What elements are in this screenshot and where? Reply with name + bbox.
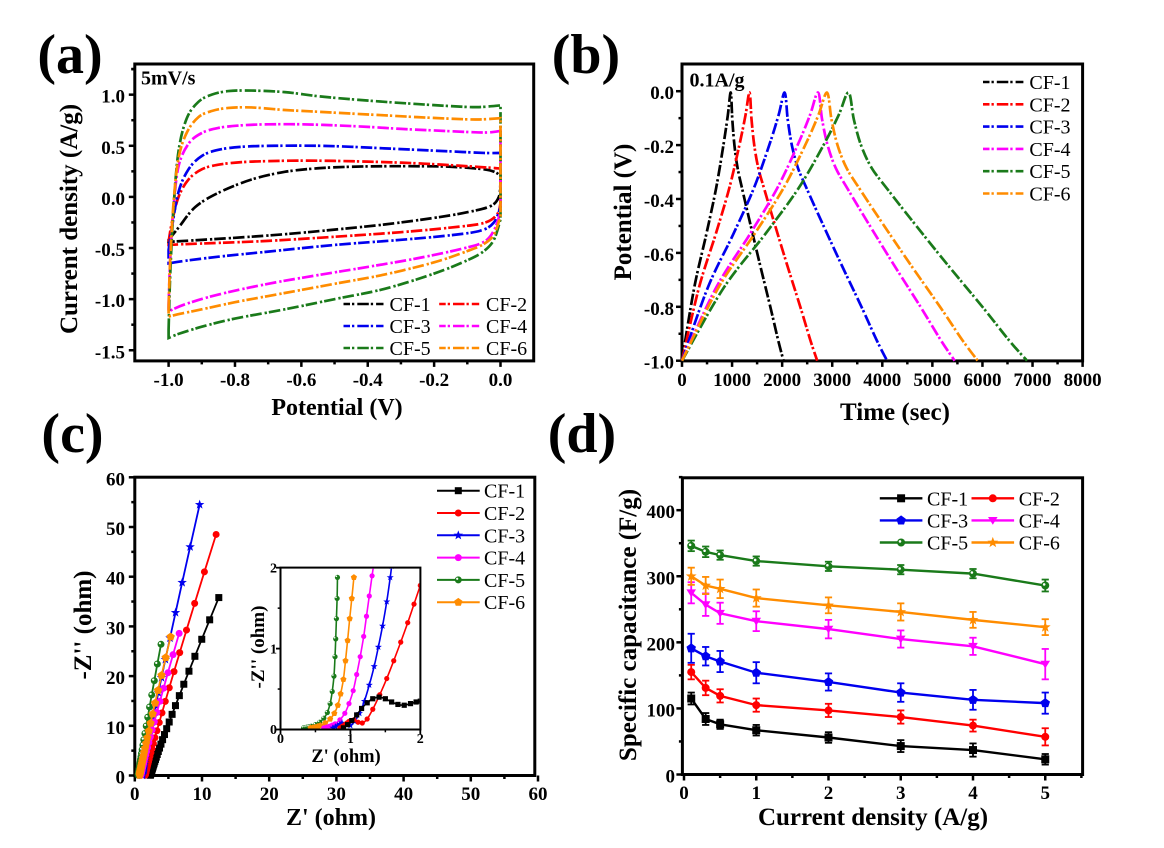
svg-text:CF-4: CF-4 bbox=[1019, 510, 1060, 532]
svg-text:-0.5: -0.5 bbox=[95, 240, 125, 261]
svg-text:-0.4: -0.4 bbox=[353, 370, 384, 391]
svg-text:200: 200 bbox=[647, 634, 676, 655]
svg-text:0: 0 bbox=[679, 783, 689, 804]
svg-text:0.0: 0.0 bbox=[489, 370, 513, 391]
svg-text:20: 20 bbox=[260, 784, 279, 805]
svg-text:300: 300 bbox=[647, 568, 676, 589]
svg-text:5000: 5000 bbox=[913, 370, 951, 391]
svg-text:Time (sec): Time (sec) bbox=[840, 399, 950, 426]
svg-text:0: 0 bbox=[270, 723, 277, 738]
svg-text:0.5: 0.5 bbox=[101, 138, 125, 159]
svg-text:2: 2 bbox=[824, 783, 834, 804]
svg-text:-0.4: -0.4 bbox=[644, 191, 675, 212]
svg-text:CF-6: CF-6 bbox=[486, 338, 527, 360]
svg-text:6000: 6000 bbox=[963, 370, 1001, 391]
svg-text:0: 0 bbox=[130, 784, 140, 805]
svg-text:CF-2: CF-2 bbox=[486, 294, 527, 316]
svg-text:CF-5: CF-5 bbox=[484, 570, 525, 592]
svg-text:-1.0: -1.0 bbox=[154, 370, 184, 391]
svg-text:4: 4 bbox=[968, 783, 978, 804]
svg-text:CF-1: CF-1 bbox=[927, 488, 968, 510]
svg-text:-0.6: -0.6 bbox=[286, 370, 316, 391]
svg-text:0.0: 0.0 bbox=[101, 189, 125, 210]
svg-text:2: 2 bbox=[417, 732, 424, 747]
svg-text:-0.2: -0.2 bbox=[644, 137, 674, 158]
svg-text:60: 60 bbox=[106, 469, 125, 490]
svg-text:CF-3: CF-3 bbox=[1029, 117, 1070, 139]
svg-text:CF-1: CF-1 bbox=[390, 294, 431, 316]
svg-text:-1.0: -1.0 bbox=[95, 291, 125, 312]
svg-text:-0.6: -0.6 bbox=[644, 245, 674, 266]
svg-text:Potential (V): Potential (V) bbox=[610, 144, 637, 281]
svg-text:20: 20 bbox=[106, 668, 125, 689]
svg-text:50: 50 bbox=[461, 784, 480, 805]
svg-text:30: 30 bbox=[106, 618, 125, 639]
svg-text:50: 50 bbox=[106, 519, 125, 540]
svg-text:7000: 7000 bbox=[1014, 370, 1052, 391]
svg-text:-Z'' (ohm): -Z'' (ohm) bbox=[248, 606, 269, 689]
svg-text:CF-3: CF-3 bbox=[484, 525, 525, 547]
svg-text:10: 10 bbox=[193, 784, 212, 805]
svg-text:CF-2: CF-2 bbox=[484, 503, 525, 525]
svg-text:40: 40 bbox=[394, 784, 413, 805]
svg-text:CF-3: CF-3 bbox=[390, 316, 431, 338]
svg-text:(a): (a) bbox=[37, 24, 102, 86]
svg-text:CF-6: CF-6 bbox=[1029, 184, 1070, 206]
svg-text:0: 0 bbox=[666, 767, 676, 788]
svg-text:(d): (d) bbox=[548, 403, 616, 465]
svg-text:-0.8: -0.8 bbox=[220, 370, 250, 391]
svg-text:-0.8: -0.8 bbox=[644, 299, 674, 320]
svg-text:3000: 3000 bbox=[813, 370, 851, 391]
svg-text:CF-6: CF-6 bbox=[484, 592, 525, 614]
svg-text:2: 2 bbox=[270, 561, 277, 576]
svg-text:10: 10 bbox=[106, 718, 125, 739]
svg-text:5mV/s: 5mV/s bbox=[141, 68, 196, 90]
svg-text:40: 40 bbox=[106, 569, 125, 590]
svg-text:Z' (ohm): Z' (ohm) bbox=[311, 747, 380, 767]
svg-text:0: 0 bbox=[277, 732, 284, 747]
svg-text:0: 0 bbox=[116, 768, 126, 789]
svg-text:CF-4: CF-4 bbox=[1029, 139, 1070, 161]
svg-text:CF-3: CF-3 bbox=[927, 510, 968, 532]
svg-text:-Z'' (ohm): -Z'' (ohm) bbox=[70, 570, 97, 679]
svg-text:-1.0: -1.0 bbox=[644, 353, 674, 374]
svg-text:-0.2: -0.2 bbox=[419, 370, 449, 391]
svg-text:(b): (b) bbox=[552, 24, 620, 86]
svg-text:CF-6: CF-6 bbox=[1019, 533, 1060, 555]
svg-text:Z' (ohm): Z' (ohm) bbox=[286, 805, 376, 831]
svg-text:1000: 1000 bbox=[713, 370, 751, 391]
svg-text:5: 5 bbox=[1041, 783, 1051, 804]
svg-text:8000: 8000 bbox=[1064, 370, 1102, 391]
svg-text:0.1A/g: 0.1A/g bbox=[690, 69, 745, 91]
svg-text:30: 30 bbox=[327, 784, 346, 805]
svg-text:0.0: 0.0 bbox=[650, 83, 674, 104]
svg-text:CF-5: CF-5 bbox=[927, 533, 968, 555]
svg-text:CF-4: CF-4 bbox=[484, 548, 525, 570]
svg-text:1.0: 1.0 bbox=[101, 87, 125, 108]
svg-text:CF-1: CF-1 bbox=[1029, 72, 1070, 94]
svg-text:4000: 4000 bbox=[863, 370, 901, 391]
svg-text:3: 3 bbox=[896, 783, 906, 804]
svg-text:-1.5: -1.5 bbox=[95, 342, 125, 363]
svg-text:CF-2: CF-2 bbox=[1019, 488, 1060, 510]
svg-text:CF-5: CF-5 bbox=[390, 338, 431, 360]
svg-text:1: 1 bbox=[347, 732, 354, 747]
svg-text:CF-5: CF-5 bbox=[1029, 161, 1070, 183]
svg-text:Potential (V): Potential (V) bbox=[271, 395, 402, 421]
svg-text:CF-4: CF-4 bbox=[486, 316, 527, 338]
svg-text:CF-2: CF-2 bbox=[1029, 94, 1070, 116]
svg-text:400: 400 bbox=[647, 502, 676, 523]
svg-text:100: 100 bbox=[647, 700, 676, 721]
svg-text:60: 60 bbox=[529, 784, 548, 805]
svg-text:CF-1: CF-1 bbox=[484, 481, 525, 503]
svg-text:Specific capacitance (F/g): Specific capacitance (F/g) bbox=[615, 489, 642, 761]
svg-text:Current density (A/g): Current density (A/g) bbox=[56, 104, 83, 334]
svg-text:1: 1 bbox=[270, 642, 277, 657]
svg-text:(c): (c) bbox=[41, 403, 103, 465]
svg-text:1: 1 bbox=[752, 783, 762, 804]
svg-text:2000: 2000 bbox=[763, 370, 801, 391]
svg-text:0: 0 bbox=[677, 370, 687, 391]
svg-text:Current density (A/g): Current density (A/g) bbox=[758, 804, 988, 831]
